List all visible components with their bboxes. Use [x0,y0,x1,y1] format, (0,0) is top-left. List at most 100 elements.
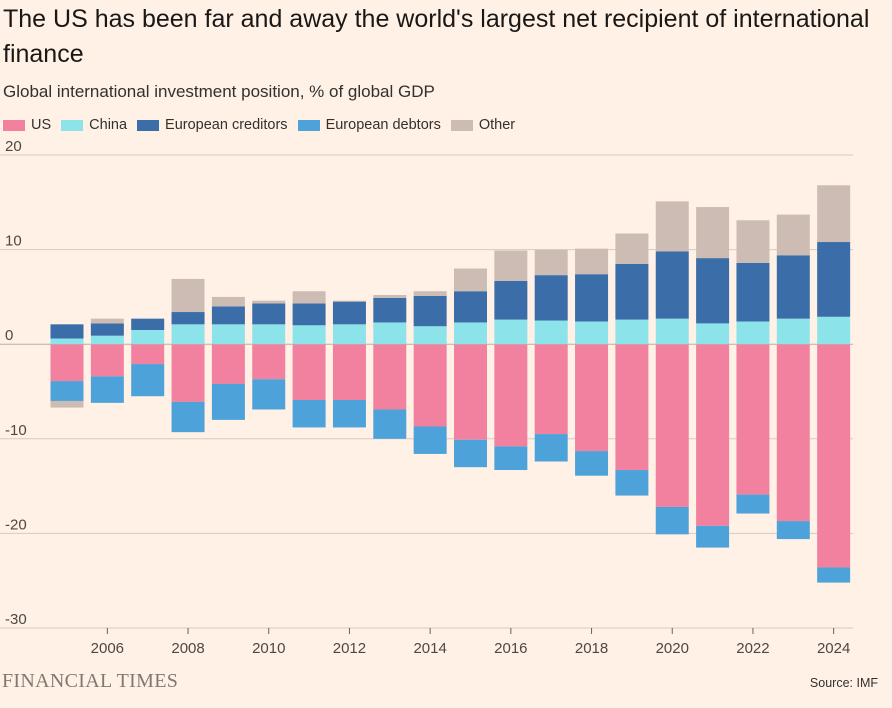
bar-china-2018 [575,321,609,345]
bar-european-creditors-2012 [332,301,366,325]
x-tick-label: 2010 [252,640,285,657]
bar-european-creditors-2013 [373,297,407,323]
bar-us-2022 [736,344,770,495]
bar-other-2009 [211,296,245,307]
ft-logo: FINANCIAL TIMES [2,670,179,692]
bar-other-2015 [454,268,487,292]
y-tick-label: -30 [5,611,27,628]
bar-china-2005 [50,338,84,345]
bar-other-2020 [655,201,689,252]
bar-us-2015 [454,344,487,440]
bar-china-2014 [413,326,447,345]
bar-other-2023 [776,214,810,256]
x-tick-label: 2008 [171,640,204,657]
bar-china-2006 [90,335,124,345]
bar-european-debtors-2015 [454,439,487,468]
bar-european-debtors-2009 [211,383,245,420]
y-tick-label: 10 [5,233,22,250]
bar-china-2010 [252,324,286,345]
legend: US China European creditors European deb… [3,117,515,133]
bar-us-2007 [131,344,165,365]
bar-other-2018 [575,248,609,275]
bar-european-creditors-2007 [131,318,165,331]
legend-item-european-creditors: European creditors [137,117,288,133]
y-tick-label: 0 [5,327,13,344]
bar-other-2008 [171,278,205,313]
legend-swatch-european-creditors [137,119,160,131]
bar-china-2019 [615,319,649,345]
bar-european-debtors-2005 [50,381,84,401]
y-tick-label: -10 [5,422,27,439]
bar-china-2011 [292,325,326,345]
bar-european-debtors-2007 [131,364,165,397]
bar-us-2006 [90,344,124,377]
bar-european-creditors-2015 [454,291,487,323]
bar-other-2005 [50,400,84,408]
bar-us-2016 [494,344,528,447]
legend-swatch-european-debtors [297,119,320,131]
x-tick-label: 2024 [817,640,850,657]
bar-china-2021 [696,323,730,345]
bar-european-debtors-2014 [413,426,447,454]
bar-european-debtors-2017 [534,434,568,462]
bar-other-2021 [696,207,730,259]
bar-other-2006 [90,318,124,324]
bar-european-creditors-2021 [696,258,730,324]
bar-european-creditors-2010 [252,303,286,325]
bar-china-2015 [454,322,487,345]
legend-swatch-us [3,119,25,131]
bar-european-creditors-2006 [90,323,124,336]
bar-china-2012 [332,324,366,345]
x-tick-label: 2018 [575,640,608,657]
bar-european-debtors-2024 [817,567,851,583]
bar-european-creditors-2022 [736,262,770,322]
bar-china-2007 [131,330,165,345]
bar-china-2022 [736,321,770,345]
bar-china-2023 [776,318,810,345]
x-tick-label: 2006 [91,640,124,657]
bar-us-2019 [615,344,649,471]
bar-us-2018 [575,344,609,452]
legend-label-european-creditors: European creditors [165,117,288,133]
bar-china-2016 [494,319,528,345]
bar-us-2011 [292,344,326,401]
bar-us-2020 [655,344,689,507]
bar-us-2008 [171,344,205,402]
bar-other-2017 [534,249,568,276]
bar-us-2013 [373,344,407,410]
bar-european-debtors-2022 [736,494,770,514]
legend-label-china: China [89,117,128,133]
bar-other-2024 [817,185,851,243]
x-tick-label: 2020 [656,640,689,657]
bar-us-2005 [50,344,84,382]
source-note: Source: IMF [809,676,878,690]
bar-european-debtors-2008 [171,401,205,433]
bar-other-2011 [292,291,326,304]
bar-european-creditors-2014 [413,295,447,327]
bar-european-creditors-2018 [575,274,609,322]
bar-european-debtors-2018 [575,451,609,476]
bar-european-creditors-2008 [171,312,205,325]
bar-other-2010 [252,300,286,304]
x-tick-label: 2022 [736,640,769,657]
bar-us-2017 [534,344,568,435]
bar-european-debtors-2011 [292,400,326,428]
legend-swatch-china [61,119,84,131]
x-tick-label: 2014 [413,640,446,657]
bar-china-2009 [211,324,245,345]
bar-european-debtors-2013 [373,409,407,439]
y-tick-label: 20 [5,138,22,155]
bar-european-debtors-2020 [655,506,689,535]
bars [50,185,851,583]
legend-item-us: US [3,117,51,133]
bar-european-debtors-2006 [90,376,124,403]
chart-title: The US has been far and away the world's… [3,5,870,68]
bar-china-2008 [171,324,205,345]
bar-us-2010 [252,344,286,380]
bar-european-creditors-2017 [534,275,568,321]
bar-european-creditors-2016 [494,280,528,320]
legend-label-european-debtors: European debtors [325,117,441,133]
bar-european-creditors-2019 [615,263,649,320]
